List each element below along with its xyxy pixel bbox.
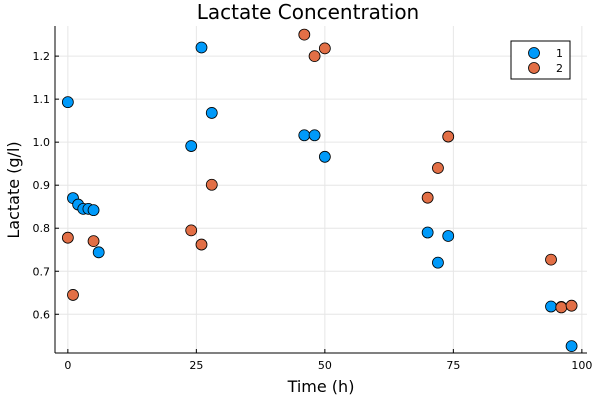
x-tick-label: 100 bbox=[571, 359, 592, 372]
data-point-series-2 bbox=[308, 50, 321, 63]
data-point-series-1 bbox=[421, 226, 434, 239]
legend: 12 bbox=[510, 40, 571, 80]
legend-label-series-1: 1 bbox=[556, 47, 563, 60]
x-tick-label: 0 bbox=[64, 359, 71, 372]
y-ticks: 0.6 0.7 0.8 0.9 1.0 1.1 1.2 bbox=[33, 50, 59, 321]
data-point-series-2 bbox=[205, 178, 218, 191]
y-tick-label: 0.8 bbox=[33, 222, 51, 235]
grid bbox=[55, 26, 587, 353]
legend-marker-series-1 bbox=[528, 47, 540, 59]
series-1-points bbox=[61, 41, 578, 353]
data-point-series-2 bbox=[432, 162, 444, 174]
data-point-series-1 bbox=[87, 204, 100, 217]
data-point-series-1 bbox=[185, 140, 198, 152]
data-point-series-1 bbox=[432, 256, 444, 269]
legend-box bbox=[510, 40, 571, 80]
data-point-series-2 bbox=[565, 299, 578, 312]
axes bbox=[54, 26, 587, 354]
legend-marker-series-2 bbox=[528, 62, 540, 74]
data-point-series-2 bbox=[195, 238, 208, 251]
data-point-series-2 bbox=[421, 191, 434, 204]
data-point-series-1 bbox=[92, 246, 105, 259]
data-point-series-1 bbox=[318, 150, 331, 163]
series-2-points bbox=[61, 28, 578, 314]
data-point-series-2 bbox=[298, 28, 311, 41]
data-point-series-1 bbox=[205, 107, 218, 119]
data-points bbox=[61, 28, 578, 353]
y-tick-label: 1.0 bbox=[33, 136, 51, 149]
y-tick-label: 0.6 bbox=[33, 308, 51, 321]
y-tick-label: 0.9 bbox=[33, 179, 51, 192]
y-tick-label: 1.1 bbox=[33, 93, 51, 106]
data-point-series-2 bbox=[67, 289, 79, 301]
data-point-series-2 bbox=[318, 42, 331, 55]
y-tick-label: 1.2 bbox=[33, 50, 51, 63]
data-point-series-2 bbox=[555, 301, 568, 314]
x-tick-label: 50 bbox=[318, 359, 332, 372]
data-point-series-1 bbox=[195, 41, 208, 54]
data-point-series-2 bbox=[87, 235, 100, 248]
y-tick-label: 0.7 bbox=[33, 265, 51, 278]
data-point-series-1 bbox=[565, 340, 578, 353]
data-point-series-2 bbox=[185, 224, 198, 237]
x-axis-label: Time (h) bbox=[287, 377, 355, 396]
x-tick-label: 75 bbox=[446, 359, 460, 372]
data-point-series-1 bbox=[61, 96, 74, 109]
data-point-series-2 bbox=[442, 130, 455, 143]
y-axis-label: Lactate (g/l) bbox=[4, 141, 23, 238]
data-point-series-2 bbox=[545, 253, 557, 266]
legend-label-series-2: 2 bbox=[556, 62, 563, 75]
data-point-series-1 bbox=[298, 129, 311, 142]
data-point-series-1 bbox=[442, 230, 455, 242]
data-point-series-2 bbox=[61, 231, 74, 244]
x-ticks: 0 25 50 75 100 bbox=[64, 349, 592, 372]
x-tick-label: 25 bbox=[189, 359, 203, 372]
data-point-series-1 bbox=[308, 129, 321, 142]
data-point-series-1 bbox=[545, 300, 557, 313]
chart-title: Lactate Concentration bbox=[197, 0, 419, 24]
